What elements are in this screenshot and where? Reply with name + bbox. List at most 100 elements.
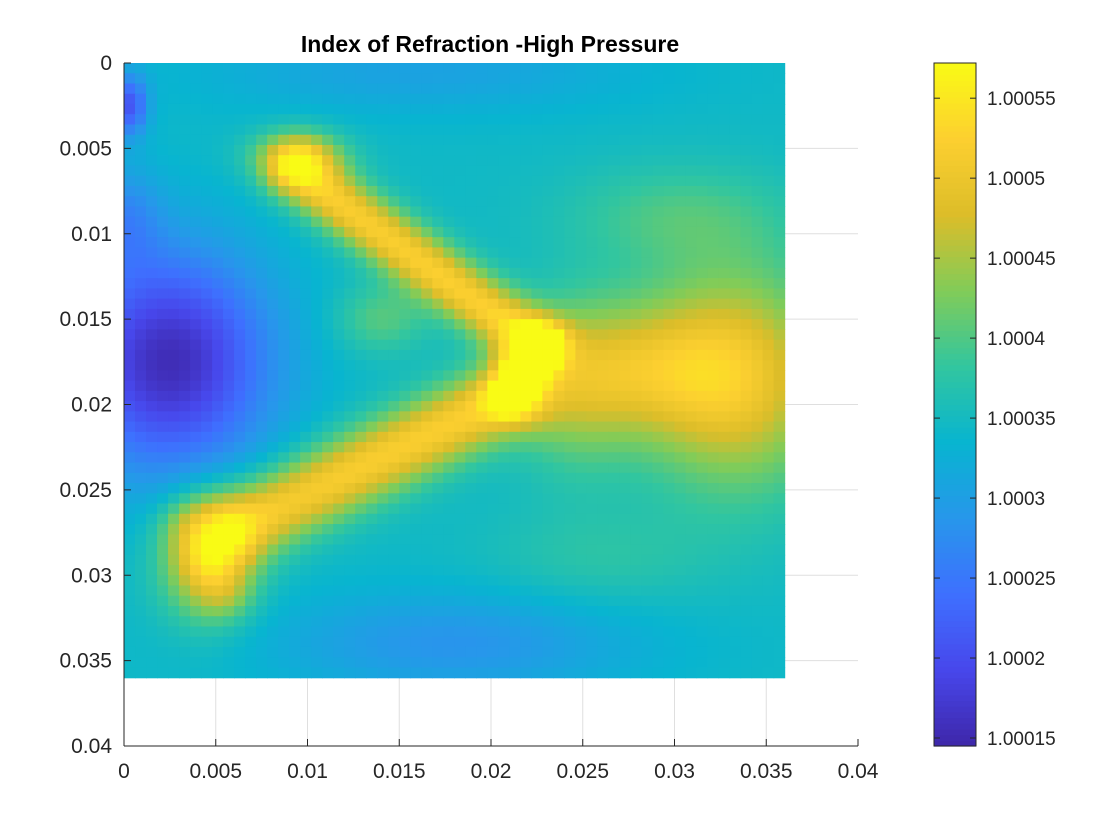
heatmap-cell [377, 298, 389, 310]
heatmap-cell [619, 247, 632, 259]
heatmap-cell [399, 349, 411, 361]
colorbar-segment [934, 546, 976, 554]
heatmap-cell [256, 575, 268, 587]
heatmap-cell [696, 114, 709, 126]
heatmap-cell [674, 103, 687, 115]
heatmap-cell [454, 93, 466, 105]
x-tick-label: 0.04 [838, 760, 879, 783]
heatmap-cell [146, 155, 158, 167]
heatmap-cell [630, 339, 643, 351]
heatmap-cell [190, 626, 202, 638]
heatmap-cell [707, 308, 720, 320]
heatmap-cell [476, 83, 488, 95]
heatmap-cell [696, 657, 709, 669]
heatmap-cell [322, 63, 334, 74]
heatmap-cell [707, 360, 720, 371]
heatmap-cell [641, 544, 654, 556]
heatmap-cell [608, 144, 621, 156]
colorbar-segment [934, 706, 976, 713]
heatmap-cell [740, 616, 753, 628]
heatmap-cell [465, 472, 477, 484]
heatmap-cell [465, 155, 477, 167]
heatmap-cell [597, 493, 610, 505]
heatmap-cell [520, 493, 532, 505]
heatmap-cell [377, 421, 389, 433]
heatmap-cell [465, 144, 477, 156]
heatmap-cell [300, 626, 312, 638]
heatmap-cell [531, 216, 543, 228]
heatmap-cell [586, 144, 599, 156]
heatmap-cell [751, 544, 764, 556]
heatmap-cell [773, 155, 786, 167]
heatmap-cell [619, 544, 632, 556]
heatmap-cell [278, 339, 290, 351]
heatmap-cell [652, 278, 665, 289]
heatmap-cell [773, 554, 786, 566]
heatmap-cell [531, 257, 543, 269]
heatmap-cell [498, 298, 510, 310]
heatmap-cell [520, 288, 532, 300]
heatmap-cell [212, 646, 224, 658]
heatmap-cell [245, 134, 257, 146]
heatmap-cell [729, 73, 742, 85]
heatmap-cell [223, 360, 235, 371]
heatmap-cell [256, 267, 268, 279]
heatmap-cell [553, 595, 565, 607]
heatmap-cell [454, 575, 466, 587]
heatmap-cell [740, 237, 753, 249]
heatmap-cell [663, 401, 676, 412]
heatmap-cell [190, 431, 202, 443]
heatmap-cell [454, 237, 466, 249]
heatmap-cell [542, 93, 554, 105]
heatmap-cell [267, 247, 279, 259]
heatmap-cell [520, 165, 532, 177]
heatmap-cell [278, 216, 290, 228]
heatmap-cell [190, 114, 202, 126]
heatmap-cell [586, 442, 599, 453]
heatmap-cell [234, 124, 246, 136]
heatmap-cell [465, 93, 477, 105]
heatmap-cell [212, 103, 224, 115]
heatmap-cell [322, 237, 334, 249]
heatmap-cell [124, 657, 136, 669]
heatmap-cell [410, 483, 422, 494]
heatmap-cell [333, 657, 345, 669]
heatmap-cell [663, 657, 676, 669]
heatmap-cell [234, 349, 246, 361]
heatmap-cell [608, 513, 621, 525]
heatmap-cell [432, 288, 444, 300]
heatmap-cell [322, 657, 334, 669]
heatmap-cell [190, 155, 202, 167]
heatmap-cell [663, 411, 676, 423]
heatmap-cell [608, 452, 621, 464]
colorbar-segment [934, 580, 976, 588]
heatmap-cell [707, 452, 720, 464]
heatmap-cell [124, 308, 136, 320]
heatmap-cell [267, 534, 279, 546]
heatmap-cell [762, 431, 775, 443]
heatmap-cell [465, 667, 477, 679]
heatmap-cell [498, 370, 510, 382]
heatmap-cell [124, 63, 136, 74]
heatmap-cell [773, 185, 786, 197]
heatmap-cell [663, 267, 676, 279]
heatmap-cell [553, 411, 565, 423]
heatmap-cell [223, 298, 235, 310]
heatmap-cell [487, 165, 499, 177]
heatmap-cell [652, 472, 665, 484]
heatmap-cell [256, 585, 268, 597]
heatmap-cell [542, 370, 554, 382]
heatmap-cell [410, 339, 422, 351]
colorbar-segment [934, 717, 976, 724]
heatmap-cell [663, 636, 676, 648]
heatmap-cell [575, 114, 588, 126]
colorbar-segment [934, 108, 976, 115]
colorbar-segment [934, 620, 976, 628]
heatmap-cell [201, 339, 213, 351]
heatmap-cell [311, 503, 323, 515]
heatmap-cell [410, 370, 422, 382]
heatmap-cell [190, 339, 202, 351]
heatmap-cell [542, 308, 554, 320]
heatmap-cell [740, 544, 753, 556]
heatmap-cell [575, 493, 588, 505]
